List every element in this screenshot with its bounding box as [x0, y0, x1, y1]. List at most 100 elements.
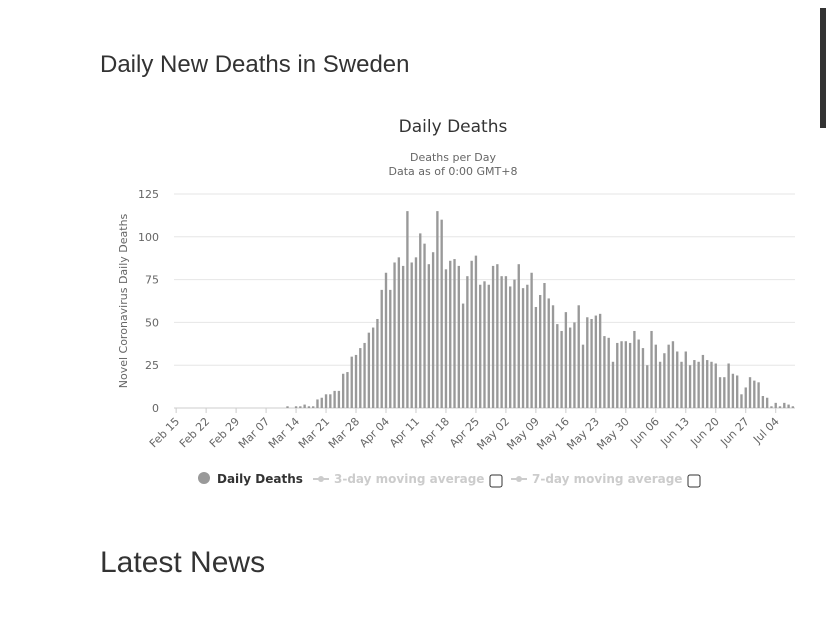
bar[interactable] [701, 354, 705, 408]
bar[interactable] [461, 303, 465, 408]
legend-3-day-average[interactable]: 3-day moving average [313, 472, 484, 486]
bar[interactable] [401, 265, 405, 408]
bar[interactable] [551, 305, 555, 408]
toggle-7-day-checkbox[interactable] [687, 474, 701, 488]
bar[interactable] [791, 406, 795, 408]
bar[interactable] [307, 406, 311, 408]
bar[interactable] [427, 264, 431, 408]
legend-daily-deaths[interactable]: Daily Deaths [198, 472, 303, 486]
bar[interactable] [286, 406, 289, 408]
bar[interactable] [526, 284, 529, 408]
bar[interactable] [316, 399, 319, 408]
bar[interactable] [710, 361, 713, 408]
bar[interactable] [333, 390, 336, 408]
bar[interactable] [641, 348, 645, 408]
bar[interactable] [371, 327, 375, 408]
bar[interactable] [770, 406, 773, 408]
bar[interactable] [624, 341, 628, 408]
bar[interactable] [346, 372, 349, 408]
bar[interactable] [324, 394, 328, 408]
bar[interactable] [564, 312, 568, 408]
bar[interactable] [500, 276, 503, 408]
bar[interactable] [633, 330, 636, 408]
bar[interactable] [431, 252, 435, 408]
bar[interactable] [303, 404, 306, 408]
bar[interactable] [671, 341, 675, 408]
bar[interactable] [616, 342, 619, 408]
bar[interactable] [376, 318, 379, 408]
bar[interactable] [581, 344, 585, 408]
bar[interactable] [628, 342, 632, 408]
bar[interactable] [440, 219, 443, 408]
bar[interactable] [470, 260, 473, 408]
bar[interactable] [341, 373, 345, 408]
bar[interactable] [654, 344, 657, 408]
bar[interactable] [491, 265, 495, 408]
bar[interactable] [504, 276, 508, 408]
bar[interactable] [765, 397, 769, 408]
bar[interactable] [646, 365, 649, 408]
bar[interactable] [320, 397, 323, 408]
bar[interactable] [530, 272, 533, 408]
bar[interactable] [783, 402, 786, 408]
bar[interactable] [534, 306, 538, 408]
bar[interactable] [496, 264, 499, 408]
bar[interactable] [363, 342, 366, 408]
bar[interactable] [509, 286, 512, 408]
bar[interactable] [560, 330, 563, 408]
bar[interactable] [397, 257, 401, 408]
bar[interactable] [406, 211, 409, 408]
bar[interactable] [299, 406, 302, 408]
bar[interactable] [744, 387, 747, 408]
bar[interactable] [354, 354, 358, 408]
bar[interactable] [359, 348, 362, 408]
bar[interactable] [436, 211, 439, 408]
bar[interactable] [312, 406, 315, 408]
bar[interactable] [573, 322, 576, 408]
bar[interactable] [658, 361, 662, 408]
bar[interactable] [761, 396, 765, 408]
bar[interactable] [757, 382, 760, 408]
legend-7-day-average[interactable]: 7-day moving average [511, 472, 682, 486]
bar[interactable] [521, 288, 525, 408]
bar[interactable] [474, 255, 478, 408]
bar[interactable] [697, 361, 700, 408]
toggle-3-day-checkbox[interactable] [489, 474, 503, 488]
bar[interactable] [556, 324, 559, 408]
bar[interactable] [543, 283, 546, 408]
bar[interactable] [727, 363, 730, 408]
bar[interactable] [393, 262, 396, 408]
bar[interactable] [680, 361, 683, 408]
bar[interactable] [594, 315, 598, 408]
bar[interactable] [444, 269, 448, 408]
bar[interactable] [539, 295, 542, 408]
bar[interactable] [547, 298, 550, 408]
bar[interactable] [667, 344, 670, 408]
bar[interactable] [414, 257, 418, 408]
bar[interactable] [774, 402, 777, 408]
bar[interactable] [753, 380, 756, 408]
bar[interactable] [688, 365, 692, 408]
bar[interactable] [778, 406, 782, 408]
bar[interactable] [457, 265, 460, 408]
bar[interactable] [350, 356, 353, 408]
bar[interactable] [736, 375, 739, 408]
bar[interactable] [590, 318, 593, 408]
bar[interactable] [586, 317, 589, 408]
bar[interactable] [389, 289, 392, 408]
scrollbar-thumb[interactable] [820, 8, 826, 128]
bar[interactable] [466, 276, 469, 408]
bar[interactable] [329, 394, 332, 408]
bar[interactable] [684, 351, 687, 409]
bar[interactable] [577, 305, 580, 408]
bar[interactable] [620, 341, 623, 408]
bar[interactable] [453, 259, 456, 408]
bar[interactable] [384, 272, 388, 408]
bar[interactable] [598, 313, 602, 408]
bar[interactable] [663, 353, 666, 408]
bar[interactable] [517, 264, 520, 408]
bar[interactable] [419, 233, 422, 408]
bar[interactable] [650, 330, 653, 408]
bar[interactable] [479, 284, 482, 408]
bar[interactable] [723, 377, 726, 408]
